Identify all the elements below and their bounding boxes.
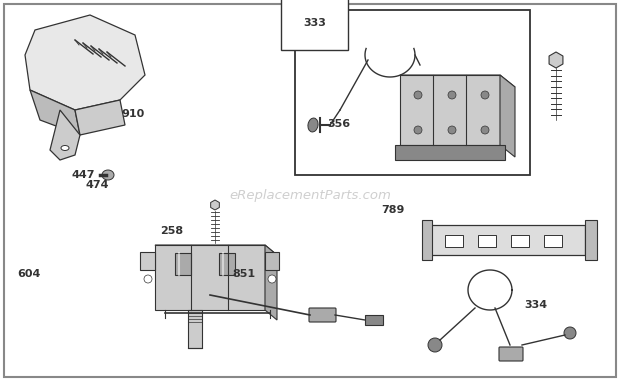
Circle shape <box>268 275 276 283</box>
Text: 851: 851 <box>232 269 255 279</box>
FancyBboxPatch shape <box>265 252 279 270</box>
FancyBboxPatch shape <box>445 235 463 247</box>
Text: 334: 334 <box>524 300 547 310</box>
Text: 333: 333 <box>303 18 326 28</box>
Circle shape <box>448 91 456 99</box>
FancyBboxPatch shape <box>499 347 523 361</box>
FancyBboxPatch shape <box>175 253 191 275</box>
FancyBboxPatch shape <box>511 235 529 247</box>
FancyBboxPatch shape <box>365 315 383 325</box>
Polygon shape <box>155 245 265 310</box>
FancyBboxPatch shape <box>219 253 235 275</box>
Circle shape <box>414 126 422 134</box>
FancyBboxPatch shape <box>309 308 336 322</box>
Circle shape <box>481 91 489 99</box>
Polygon shape <box>400 75 515 87</box>
Text: 604: 604 <box>17 269 40 279</box>
Circle shape <box>414 91 422 99</box>
Polygon shape <box>30 90 80 135</box>
Text: 258: 258 <box>160 226 183 235</box>
Text: 910: 910 <box>122 109 145 118</box>
Text: eReplacementParts.com: eReplacementParts.com <box>229 189 391 202</box>
FancyBboxPatch shape <box>188 310 202 348</box>
Polygon shape <box>155 245 277 255</box>
FancyBboxPatch shape <box>422 220 432 260</box>
FancyBboxPatch shape <box>295 10 530 175</box>
Polygon shape <box>25 15 145 110</box>
Circle shape <box>428 338 442 352</box>
Circle shape <box>448 126 456 134</box>
FancyBboxPatch shape <box>544 235 562 247</box>
Polygon shape <box>395 145 505 160</box>
Polygon shape <box>50 110 80 160</box>
Ellipse shape <box>308 118 318 132</box>
Polygon shape <box>400 75 500 145</box>
Text: 447: 447 <box>71 170 95 180</box>
Circle shape <box>481 126 489 134</box>
Text: 789: 789 <box>381 205 405 215</box>
Circle shape <box>144 275 152 283</box>
Polygon shape <box>500 75 515 157</box>
Ellipse shape <box>61 146 69 150</box>
FancyBboxPatch shape <box>585 220 597 260</box>
FancyBboxPatch shape <box>430 225 585 255</box>
Text: 474: 474 <box>85 180 108 190</box>
FancyBboxPatch shape <box>140 252 155 270</box>
Ellipse shape <box>102 170 114 180</box>
Circle shape <box>564 327 576 339</box>
Text: 356: 356 <box>327 119 350 129</box>
Polygon shape <box>265 245 277 320</box>
FancyBboxPatch shape <box>478 235 496 247</box>
Polygon shape <box>75 100 125 135</box>
